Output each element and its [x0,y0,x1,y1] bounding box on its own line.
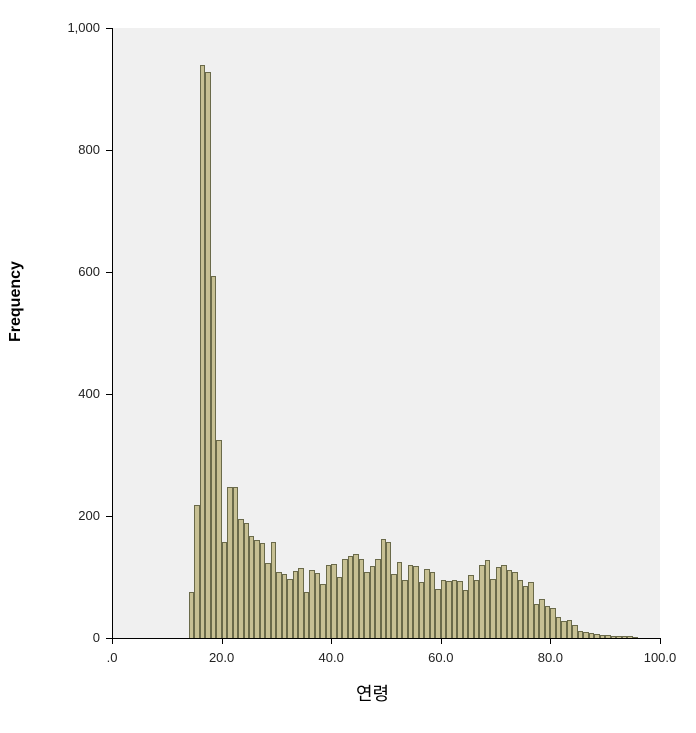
x-tick-label: 80.0 [538,650,563,665]
y-tick-label: 600 [40,264,100,279]
plot-area [112,28,660,638]
x-tick-label: 60.0 [428,650,453,665]
x-axis-line [112,638,660,639]
y-tick-label: 800 [40,142,100,157]
x-tick-label: 20.0 [209,650,234,665]
x-tick-label: 100.0 [644,650,677,665]
y-tick-label: 200 [40,508,100,523]
x-tick-label: .0 [107,650,118,665]
bars-group [112,28,660,638]
x-tick-mark [660,638,661,644]
y-tick-label: 1,000 [40,20,100,35]
y-axis-line [112,28,113,638]
x-tick-label: 40.0 [319,650,344,665]
histogram-chart: 0 200 400 600 800 1,000 .0 20.0 40.0 60.0 80.0 100… [0,0,696,733]
y-axis-label: Frequency [7,322,25,342]
x-axis-label: 연령 [356,680,389,706]
y-tick-label: 0 [40,630,100,645]
y-tick-label: 400 [40,386,100,401]
